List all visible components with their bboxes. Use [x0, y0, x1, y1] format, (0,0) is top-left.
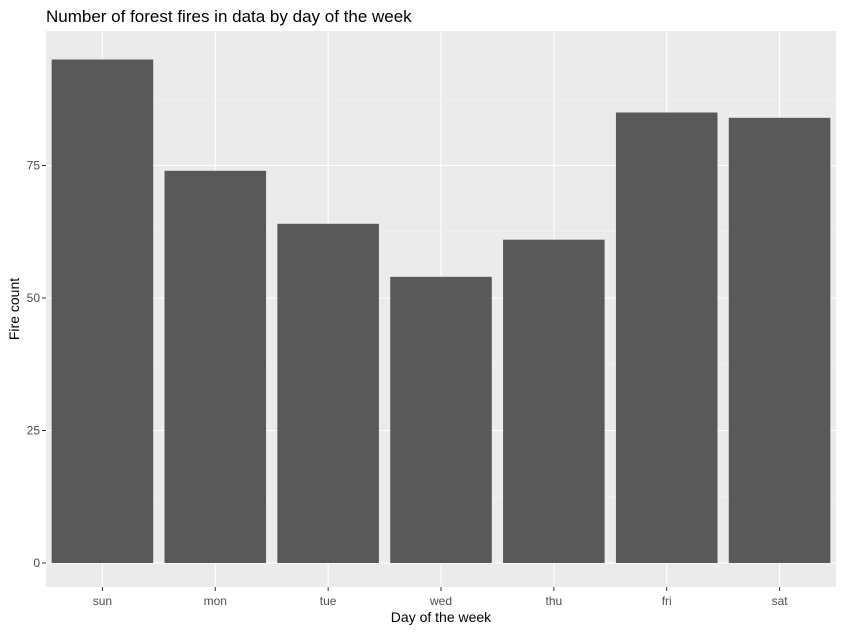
x-tick-label-sun: sun [93, 594, 112, 608]
x-axis: sun mon tue wed thu fri sat [93, 587, 788, 608]
y-tick-label: 25 [27, 424, 41, 438]
bars-group [51, 59, 831, 564]
y-axis: 0 25 50 75 [27, 159, 46, 570]
x-tick-label-wed: wed [429, 594, 452, 608]
x-tick-label-thu: thu [546, 594, 563, 608]
x-axis-title: Day of the week [391, 609, 492, 625]
bar-sun [51, 59, 154, 563]
chart-title: Number of forest fires in data by day of… [46, 7, 412, 26]
y-tick-label: 75 [27, 159, 41, 173]
x-tick-label-sat: sat [772, 594, 789, 608]
y-tick-label: 50 [27, 291, 41, 305]
bar-fri [615, 112, 718, 563]
bar-wed [390, 276, 492, 563]
x-tick-label-fri: fri [662, 594, 672, 608]
y-tick-label: 0 [33, 556, 40, 570]
bar-mon [164, 170, 267, 564]
y-axis-title: Fire count [6, 278, 22, 340]
bar-thu [503, 239, 605, 563]
x-tick-label-mon: mon [204, 594, 227, 608]
bar-sat [728, 117, 831, 564]
bar-tue [277, 223, 379, 564]
x-tick-label-tue: tue [320, 594, 337, 608]
